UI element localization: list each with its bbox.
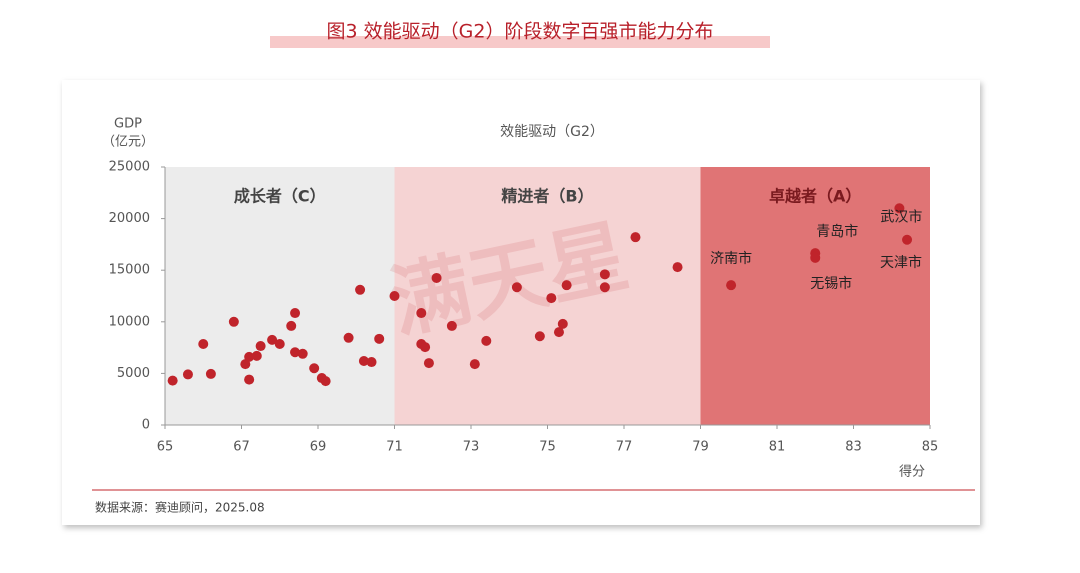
y-tick-label: 20000 [109, 211, 150, 226]
title-highlight [270, 36, 770, 48]
region-label: 精进者（B） [501, 187, 593, 206]
x-tick-label: 81 [769, 440, 786, 455]
x-tick-label: 79 [692, 440, 709, 455]
point [290, 308, 301, 319]
point [431, 272, 442, 283]
point [726, 280, 737, 291]
point [228, 316, 239, 327]
x-tick-label: 69 [310, 440, 327, 455]
region-label: 成长者（C） [234, 187, 326, 206]
point [420, 342, 431, 353]
point-label: 济南市 [710, 250, 752, 267]
point [599, 282, 610, 293]
point [389, 291, 400, 301]
point [267, 334, 278, 345]
point [167, 375, 178, 386]
point [309, 363, 320, 374]
x-axis-label: 得分 [899, 464, 925, 480]
y-axis-label: GDP [114, 117, 142, 132]
region [700, 167, 930, 425]
point [244, 351, 255, 362]
point [358, 356, 369, 367]
x-tick-label: 71 [386, 440, 403, 455]
x-tick-label: 85 [922, 440, 939, 455]
y-tick-label: 15000 [109, 263, 150, 278]
y-tick-label: 5000 [117, 366, 150, 381]
y-tick-label: 10000 [109, 314, 150, 329]
y-tick-label: 0 [142, 418, 150, 433]
point [244, 374, 255, 385]
y-tick-label: 25000 [109, 160, 150, 175]
point [894, 203, 905, 214]
point [290, 347, 301, 358]
chart-subtitle: 效能驱动（G2） [500, 124, 604, 140]
point [902, 234, 913, 245]
point [599, 269, 610, 280]
point [481, 335, 492, 346]
point [672, 262, 683, 273]
point [469, 359, 480, 370]
point [320, 376, 331, 387]
point-label: 无锡市 [810, 275, 852, 292]
point [205, 368, 216, 379]
point [182, 369, 193, 380]
point [630, 232, 641, 243]
x-tick-label: 67 [233, 440, 250, 455]
point [810, 252, 821, 263]
point-label: 武汉市 [880, 208, 922, 225]
point [511, 282, 522, 293]
x-tick-label: 77 [616, 440, 633, 455]
x-tick-label: 65 [157, 440, 174, 455]
point [286, 320, 297, 331]
y-axis-label: （亿元） [102, 135, 154, 150]
point [343, 332, 354, 343]
source: 数据来源：赛迪顾问，2025.08 [95, 500, 265, 515]
x-tick-label: 75 [539, 440, 556, 455]
point [274, 338, 285, 349]
point [297, 348, 308, 359]
point-label: 青岛市 [816, 223, 858, 240]
point [557, 318, 568, 329]
point [355, 284, 366, 295]
point [366, 357, 377, 368]
point [534, 331, 545, 342]
point [423, 358, 434, 369]
point [546, 293, 557, 304]
point-label: 天津市 [880, 254, 922, 271]
point [561, 280, 572, 291]
point [416, 308, 427, 319]
point [198, 338, 209, 349]
point [553, 327, 564, 338]
point [374, 333, 385, 344]
x-tick-label: 83 [845, 440, 862, 455]
region-label: 卓越者（A） [769, 187, 861, 206]
chart-title: 图3 效能驱动（G2）阶段数字百强市能力分布 [327, 21, 714, 43]
region [165, 167, 395, 425]
point [251, 350, 262, 361]
point [446, 320, 457, 331]
point [255, 341, 266, 352]
x-tick-label: 73 [463, 440, 480, 455]
